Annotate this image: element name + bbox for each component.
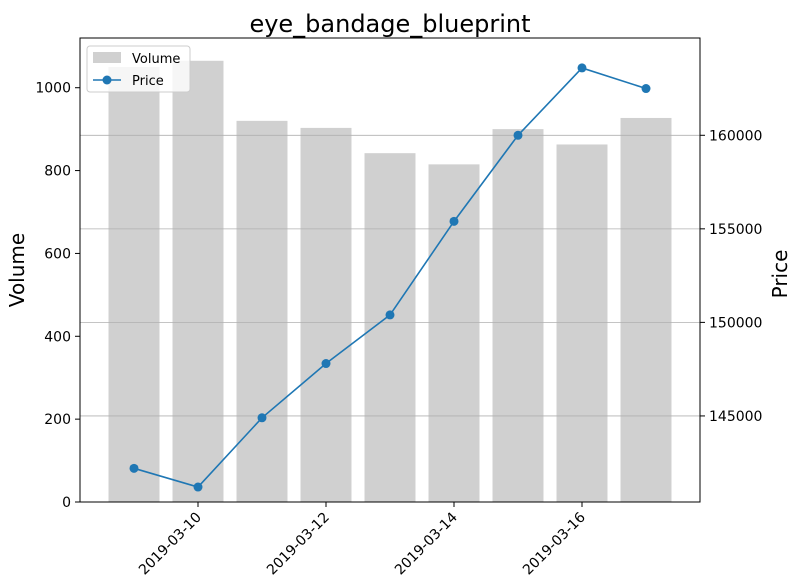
left-tick-label: 400 bbox=[44, 329, 71, 345]
left-tick-label: 0 bbox=[62, 495, 71, 511]
chart-title: eye_bandage_blueprint bbox=[249, 10, 530, 38]
legend-price-label: Price bbox=[132, 74, 164, 89]
x-tick-label: 2019-03-16 bbox=[520, 509, 589, 578]
volume-bar bbox=[556, 144, 608, 502]
volume-bars bbox=[108, 60, 672, 503]
y-axis-label-right: Price bbox=[768, 250, 792, 299]
volume-axis: 0 200 400 600 800 1000 bbox=[35, 81, 80, 511]
volume-bar bbox=[492, 129, 544, 502]
legend-volume-label: Volume bbox=[132, 52, 180, 67]
price-point bbox=[513, 130, 523, 140]
left-tick-label: 1000 bbox=[35, 81, 71, 97]
date-axis: 2019-03-10 2019-03-12 2019-03-14 2019-03-16 bbox=[136, 502, 589, 578]
price-point bbox=[641, 84, 651, 94]
plot-frame bbox=[79, 37, 701, 503]
x-tick-label: 2019-03-12 bbox=[264, 510, 333, 579]
x-tick-label: 2019-03-10 bbox=[136, 510, 205, 579]
grid bbox=[80, 134, 700, 417]
legend-volume-swatch bbox=[93, 52, 121, 63]
price-point bbox=[257, 413, 267, 423]
right-tick-label: 150000 bbox=[709, 315, 762, 331]
right-tick-label: 145000 bbox=[709, 409, 762, 425]
price-point bbox=[193, 482, 203, 492]
y-axis-label-left: Volume bbox=[5, 233, 29, 307]
price-line-group bbox=[129, 63, 651, 492]
price-point bbox=[449, 216, 459, 226]
left-tick-label: 800 bbox=[44, 164, 71, 180]
legend-price-marker bbox=[102, 75, 112, 85]
left-tick-label: 600 bbox=[44, 246, 71, 262]
price-axis: 145000 150000 155000 160000 bbox=[700, 128, 762, 425]
volume-bar bbox=[236, 120, 288, 502]
left-tick-label: 200 bbox=[44, 412, 71, 428]
price-point bbox=[321, 359, 331, 369]
volume-bar bbox=[172, 60, 224, 503]
right-tick-label: 160000 bbox=[709, 128, 762, 144]
volume-bar bbox=[428, 164, 480, 502]
right-tick-label: 155000 bbox=[709, 222, 762, 238]
legend: Volume Price bbox=[86, 45, 191, 93]
x-tick-label: 2019-03-14 bbox=[392, 509, 461, 578]
price-point bbox=[129, 463, 139, 473]
price-point bbox=[577, 63, 587, 73]
price-point bbox=[385, 310, 395, 320]
volume-bar bbox=[620, 117, 672, 502]
volume-bar bbox=[300, 127, 352, 503]
volume-bar bbox=[108, 67, 160, 502]
